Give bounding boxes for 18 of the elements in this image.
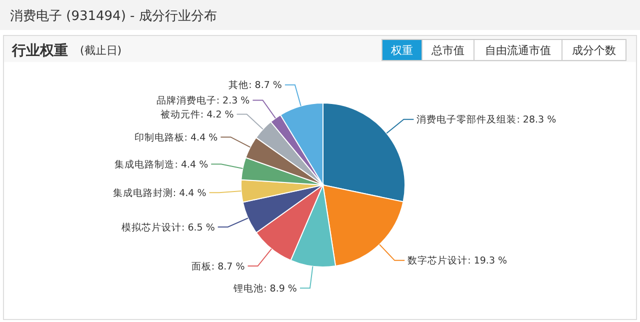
- slice-label: 印制电路板: 4.4 %: [134, 131, 218, 144]
- slice-label: 其他: 8.7 %: [228, 79, 282, 92]
- slice-label: 被动元件: 4.2 %: [160, 108, 234, 121]
- slice-label: 数字芯片设计: 19.3 %: [408, 254, 508, 267]
- slice-label: 锂电池: 8.9 %: [232, 282, 297, 295]
- slice-label: 模拟芯片设计: 6.5 %: [121, 221, 215, 234]
- slice-label: 面板: 8.7 %: [191, 260, 245, 272]
- slice-label: 消费电子零部件及组装: 28.3 %: [416, 114, 556, 126]
- chart-title: 消费电子 (931494) - 成分行业分布: [10, 9, 217, 24]
- slice-label: 品牌消费电子: 2.3 %: [156, 94, 250, 107]
- slice-label: 集成电路封测: 4.4 %: [112, 186, 206, 199]
- text: 总市值: [430, 44, 464, 57]
- text: 成分个数: [572, 44, 616, 57]
- text: 自由流通市值: [485, 44, 551, 57]
- chart-subtitle: 行业权重: [11, 43, 68, 59]
- text: (截止日): [80, 44, 122, 57]
- slice-label: 集成电路制造: 4.4 %: [114, 158, 208, 170]
- text: 权重: [390, 44, 413, 57]
